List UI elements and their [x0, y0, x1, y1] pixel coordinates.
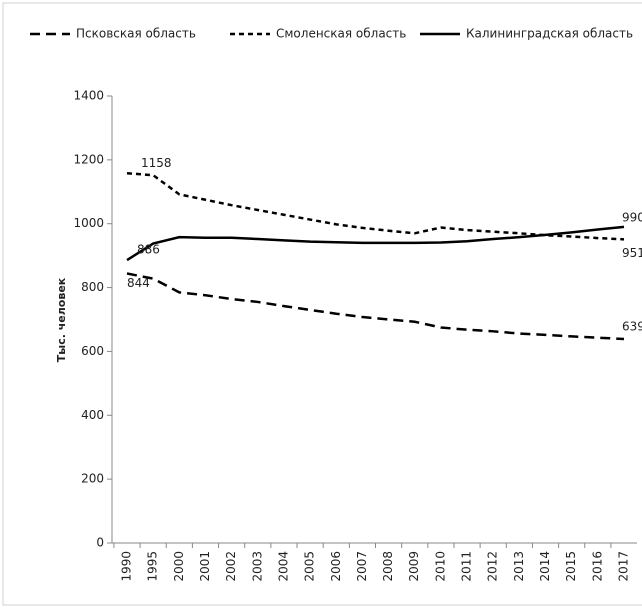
x-tick-label: 2010: [433, 551, 447, 582]
legend-label: Псковская область: [76, 27, 196, 41]
data-label: 1158: [141, 156, 172, 170]
x-tick-label: 2012: [486, 551, 500, 582]
data-label: 886: [137, 243, 160, 257]
x-tick-label: 2000: [172, 551, 186, 582]
series-line: [126, 272, 625, 341]
x-tick-label: 2001: [198, 551, 212, 582]
x-tick-label: 2009: [407, 551, 421, 582]
y-tick-label: 1400: [73, 89, 104, 103]
y-tick-label: 600: [81, 344, 104, 358]
data-label: 990: [622, 210, 642, 224]
series-line: [126, 172, 625, 241]
y-tick-label: 1000: [73, 216, 104, 230]
x-tick-label: 2011: [460, 551, 474, 582]
x-tick-label: 2013: [512, 551, 526, 582]
x-tick-label: 2007: [355, 551, 369, 582]
legend-label: Смоленская область: [276, 27, 406, 41]
x-tick-label: 2003: [250, 551, 264, 582]
x-tick-label: 2006: [329, 551, 343, 582]
x-tick-label: 1995: [146, 551, 160, 582]
x-tick-label: 2017: [617, 551, 631, 582]
y-tick-label: 1200: [73, 152, 104, 166]
x-tick-label: 2008: [381, 551, 395, 582]
y-tick-label: 200: [81, 472, 104, 486]
legend-label: Калининградская область: [466, 27, 633, 41]
x-tick-label: 2015: [564, 551, 578, 582]
y-tick-label: 0: [96, 536, 104, 550]
y-tick-label: 400: [81, 408, 104, 422]
data-label: 844: [127, 276, 150, 290]
x-tick-label: 1990: [120, 551, 134, 582]
x-tick-label: 2016: [590, 551, 604, 582]
x-tick-label: 2004: [276, 551, 290, 582]
series-line: [126, 225, 625, 262]
data-label: 951: [622, 246, 642, 260]
x-tick-label: 2002: [224, 551, 238, 582]
x-tick-label: 2005: [303, 551, 317, 582]
y-axis-title: Тыс. человек: [55, 277, 68, 362]
y-tick-label: 800: [81, 280, 104, 294]
x-tick-label: 2014: [538, 551, 552, 582]
data-label: 639: [622, 319, 642, 333]
